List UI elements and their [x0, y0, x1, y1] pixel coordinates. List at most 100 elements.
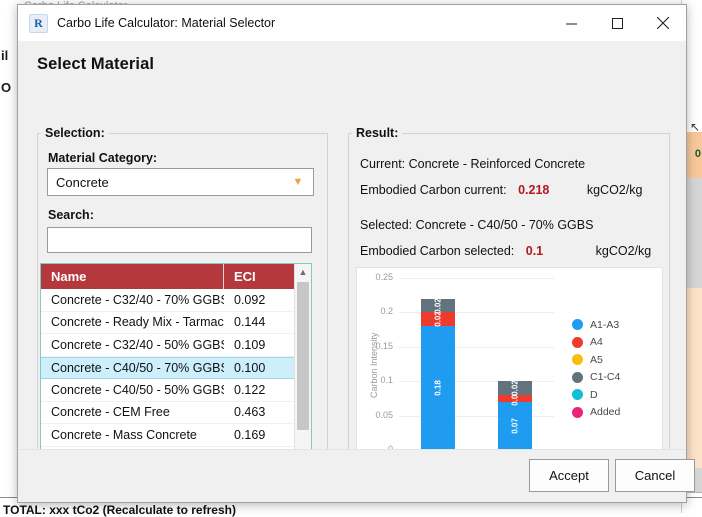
legend-item[interactable]: A4 [572, 334, 620, 352]
current-ec-label: Embodied Carbon current: [360, 183, 507, 197]
chart-y-tick: 0.2 [380, 306, 393, 317]
legend-item[interactable]: D [572, 386, 620, 404]
legend-color-swatch [572, 336, 583, 348]
current-embodied-carbon-row: Embodied Carbon current: 0.218 kgCO2/kg [360, 183, 642, 197]
current-material-line: Current: Concrete - Reinforced Concrete [360, 157, 586, 171]
bar-segment-a4: 0.02 [420, 311, 455, 328]
cell-material-name: Concrete - CEM Free [51, 405, 170, 420]
search-input[interactable] [47, 227, 312, 253]
table-row[interactable]: Concrete - CEM Free 0.463 [41, 402, 311, 424]
bar-segment-a1-a3: 0.07 [498, 401, 533, 450]
selected-material-line: Selected: Concrete - C40/50 - 70% GGBS [360, 218, 594, 232]
selection-group-label: Selection: [41, 126, 109, 140]
selected-ec-value: 0.1 [525, 244, 544, 258]
chart-gridline [399, 415, 554, 417]
selected-ec-label: Embodied Carbon selected: [360, 244, 515, 258]
bar-segment-c1-c4: 0.02 [498, 380, 533, 396]
result-group-label: Result: [352, 126, 403, 140]
chart-legend: A1-A3 A4 A5 C1-C4 D Added [572, 316, 620, 421]
column-header-name[interactable]: Name [41, 264, 224, 289]
bg-left-fragment-2: O [1, 80, 12, 95]
chart-y-tick: 0.1 [380, 375, 393, 386]
chart-y-tick: 0.15 [375, 340, 393, 351]
legend-label: D [590, 388, 598, 401]
spreadsheet-value: 0 [694, 148, 701, 160]
legend-label: C1-C4 [590, 371, 621, 384]
chart-gridline [399, 312, 554, 314]
bar-segment-a1-a3: 0.18 [420, 326, 455, 450]
current-ec-value: 0.218 [518, 183, 550, 197]
selected-ec-unit: kgCO2/kg [595, 244, 652, 258]
material-category-dropdown[interactable]: Concrete ▼ [47, 168, 314, 196]
scrollbar-thumb[interactable] [297, 282, 309, 430]
bar-segment-label: 0.02 [510, 380, 520, 396]
legend-color-swatch [572, 389, 583, 401]
table-row[interactable]: Concrete - Ready Mix - Tarmac EP 0.144 [41, 312, 311, 334]
bar-segment-a4: 0.01 [498, 391, 533, 406]
search-label: Search: [48, 208, 94, 222]
page-title: Select Material [37, 55, 155, 73]
cell-material-name: Concrete - C32/40 - 50% GGBS [51, 337, 224, 352]
table-row[interactable]: Concrete - C32/40 - 50% GGBS 0.109 [41, 334, 311, 357]
list-scrollbar[interactable]: ▲ ▼ [294, 264, 311, 490]
legend-item[interactable]: A5 [572, 351, 620, 369]
legend-label: A1-A3 [590, 318, 620, 331]
scroll-up-button[interactable]: ▲ [295, 264, 311, 280]
table-row[interactable]: Concrete - C40/50 - 70% GGBS 0.100 [41, 356, 311, 379]
table-row[interactable]: Concrete - C40/50 - 50% GGBS 0.122 [41, 379, 311, 402]
dialog-body: Select Material Selection: Material Cate… [18, 41, 695, 502]
legend-color-swatch [572, 354, 583, 366]
cell-material-name: Concrete - Mass Concrete [51, 427, 197, 442]
bar-segment-label: 0.02 [433, 311, 443, 328]
bar-segment-label: 0.18 [433, 380, 443, 396]
window-title: Carbo Life Calculator: Material Selector [57, 16, 276, 30]
legend-item[interactable]: Added [572, 404, 620, 422]
legend-color-swatch [572, 371, 583, 383]
cancel-button[interactable]: Cancel [615, 459, 695, 492]
legend-label: A5 [590, 353, 603, 366]
chevron-down-icon: ▼ [292, 175, 304, 188]
accept-button[interactable]: Accept [529, 459, 609, 492]
legend-color-swatch [572, 319, 583, 331]
cell-material-name: Concrete - Ready Mix - Tarmac EP [51, 315, 224, 330]
cell-eci-value: 0.463 [234, 405, 266, 420]
bg-left-fragment-1: il [1, 48, 9, 63]
legend-color-swatch [572, 406, 583, 418]
cell-material-name: Concrete - C40/50 - 70% GGBS [51, 360, 224, 375]
material-selector-dialog: R Carbo Life Calculator: Material Select… [17, 4, 695, 503]
revit-R-icon: R [29, 13, 48, 33]
cell-eci-value: 0.122 [234, 382, 266, 397]
cell-material-name: Concrete - C32/40 - 70% GGBS [51, 292, 224, 307]
current-ec-unit: kgCO2/kg [586, 183, 643, 197]
legend-item[interactable]: A1-A3 [572, 316, 620, 334]
chart-gridline [399, 381, 554, 383]
material-list-header: Name ECI [41, 264, 311, 289]
column-header-eci[interactable]: ECI [234, 269, 256, 284]
legend-item[interactable]: C1-C4 [572, 369, 620, 387]
material-category-value: Concrete [56, 174, 109, 190]
cell-material-name: Concrete - C40/50 - 50% GGBS [51, 382, 224, 397]
bar-segment-label: 0.02 [433, 297, 443, 314]
bar-segment-label: 0.07 [510, 418, 520, 434]
total-status-text: TOTAL: xxx tCo2 (Recalculate to refresh) [3, 503, 236, 517]
cell-eci-value: 0.109 [234, 337, 266, 352]
table-row[interactable]: Concrete - C32/40 - 70% GGBS 0.092 [41, 289, 311, 312]
cell-eci-value: 0.144 [234, 315, 266, 330]
cursor-arrow-icon: ↖ [689, 120, 700, 134]
table-row[interactable]: Concrete - Mass Concrete 0.169 [41, 424, 311, 447]
chart-y-tick: 0.25 [375, 272, 393, 282]
chart-y-tick: 0.05 [375, 409, 393, 420]
material-category-label: Material Category: [48, 151, 158, 165]
title-bar[interactable]: R Carbo Life Calculator: Material Select… [18, 5, 686, 41]
minimize-button[interactable] [548, 5, 594, 41]
selected-embodied-carbon-row: Embodied Carbon selected: 0.1 kgCO2/kg [360, 244, 651, 258]
chart-gridline [399, 346, 554, 348]
dialog-footer: Accept Cancel [18, 449, 695, 502]
chart-gridline [399, 278, 554, 279]
legend-label: Added [590, 406, 621, 419]
window-controls [548, 5, 686, 41]
cell-eci-value: 0.169 [234, 427, 266, 442]
maximize-button[interactable] [594, 5, 640, 41]
legend-label: A4 [590, 336, 603, 349]
close-button[interactable] [640, 5, 686, 41]
